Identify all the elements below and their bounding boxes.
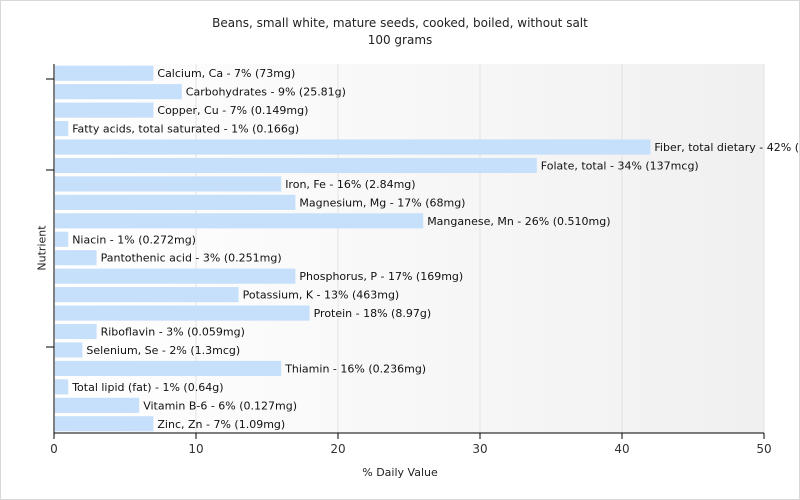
bar-label: Pantothenic acid - 3% (0.251mg) <box>101 252 282 265</box>
bar-label: Copper, Cu - 7% (0.149mg) <box>157 104 308 117</box>
bar-label: Fatty acids, total saturated - 1% (0.166… <box>72 123 299 136</box>
bar-label: Carbohydrates - 9% (25.81g) <box>186 86 346 99</box>
bar-label: Manganese, Mn - 26% (0.510mg) <box>427 215 610 228</box>
x-tick-label: 30 <box>472 442 487 456</box>
bar <box>55 360 282 376</box>
bar <box>55 139 651 155</box>
bar-label: Zinc, Zn - 7% (1.09mg) <box>157 418 285 431</box>
bar <box>55 250 97 266</box>
bar <box>55 121 69 137</box>
bar-label: Selenium, Se - 2% (1.3mcg) <box>86 344 240 357</box>
bar <box>55 176 282 192</box>
bar-label: Thiamin - 16% (0.236mg) <box>284 362 426 375</box>
bar <box>55 102 154 118</box>
bar-label: Riboflavin - 3% (0.059mg) <box>101 326 245 339</box>
bar <box>55 84 182 100</box>
bar <box>55 231 69 247</box>
chart-title: Beans, small white, mature seeds, cooked… <box>212 16 588 30</box>
bar-label: Potassium, K - 13% (463mg) <box>243 289 400 302</box>
x-tick-label: 0 <box>50 442 58 456</box>
bar-label: Folate, total - 34% (137mcg) <box>541 159 699 172</box>
x-tick-label: 40 <box>614 442 629 456</box>
bar-label: Magnesium, Mg - 17% (68mg) <box>299 196 465 209</box>
bar <box>55 416 154 432</box>
bar-label: Niacin - 1% (0.272mg) <box>72 233 196 246</box>
bar-label: Protein - 18% (8.97g) <box>314 307 432 320</box>
bar <box>55 213 424 229</box>
bar-label: Iron, Fe - 16% (2.84mg) <box>285 178 415 191</box>
chart-subtitle: 100 grams <box>367 33 433 47</box>
bar-label: Calcium, Ca - 7% (73mg) <box>157 67 295 80</box>
bar-label: Total lipid (fat) - 1% (0.64g) <box>71 381 223 394</box>
bar <box>55 65 154 81</box>
bar <box>55 194 296 210</box>
x-tick-label: 10 <box>188 442 203 456</box>
bar <box>55 397 140 413</box>
plot-area <box>54 64 764 433</box>
x-tick-label: 50 <box>756 442 771 456</box>
bar <box>55 342 83 358</box>
bar <box>55 287 239 303</box>
bar <box>55 305 310 321</box>
bar <box>55 323 97 340</box>
bar-label: Vitamin B-6 - 6% (0.127mg) <box>143 399 297 412</box>
bar-label: Phosphorus, P - 17% (169mg) <box>299 270 463 283</box>
x-tick-label: 20 <box>330 442 345 456</box>
bar <box>55 157 537 174</box>
bar-label: Fiber, total dietary - 42% (10.4g) <box>654 141 800 154</box>
y-axis-title: Nutrient <box>35 225 49 271</box>
x-axis-title: % Daily Value <box>362 466 438 479</box>
bar <box>55 379 69 395</box>
bar <box>55 268 296 284</box>
